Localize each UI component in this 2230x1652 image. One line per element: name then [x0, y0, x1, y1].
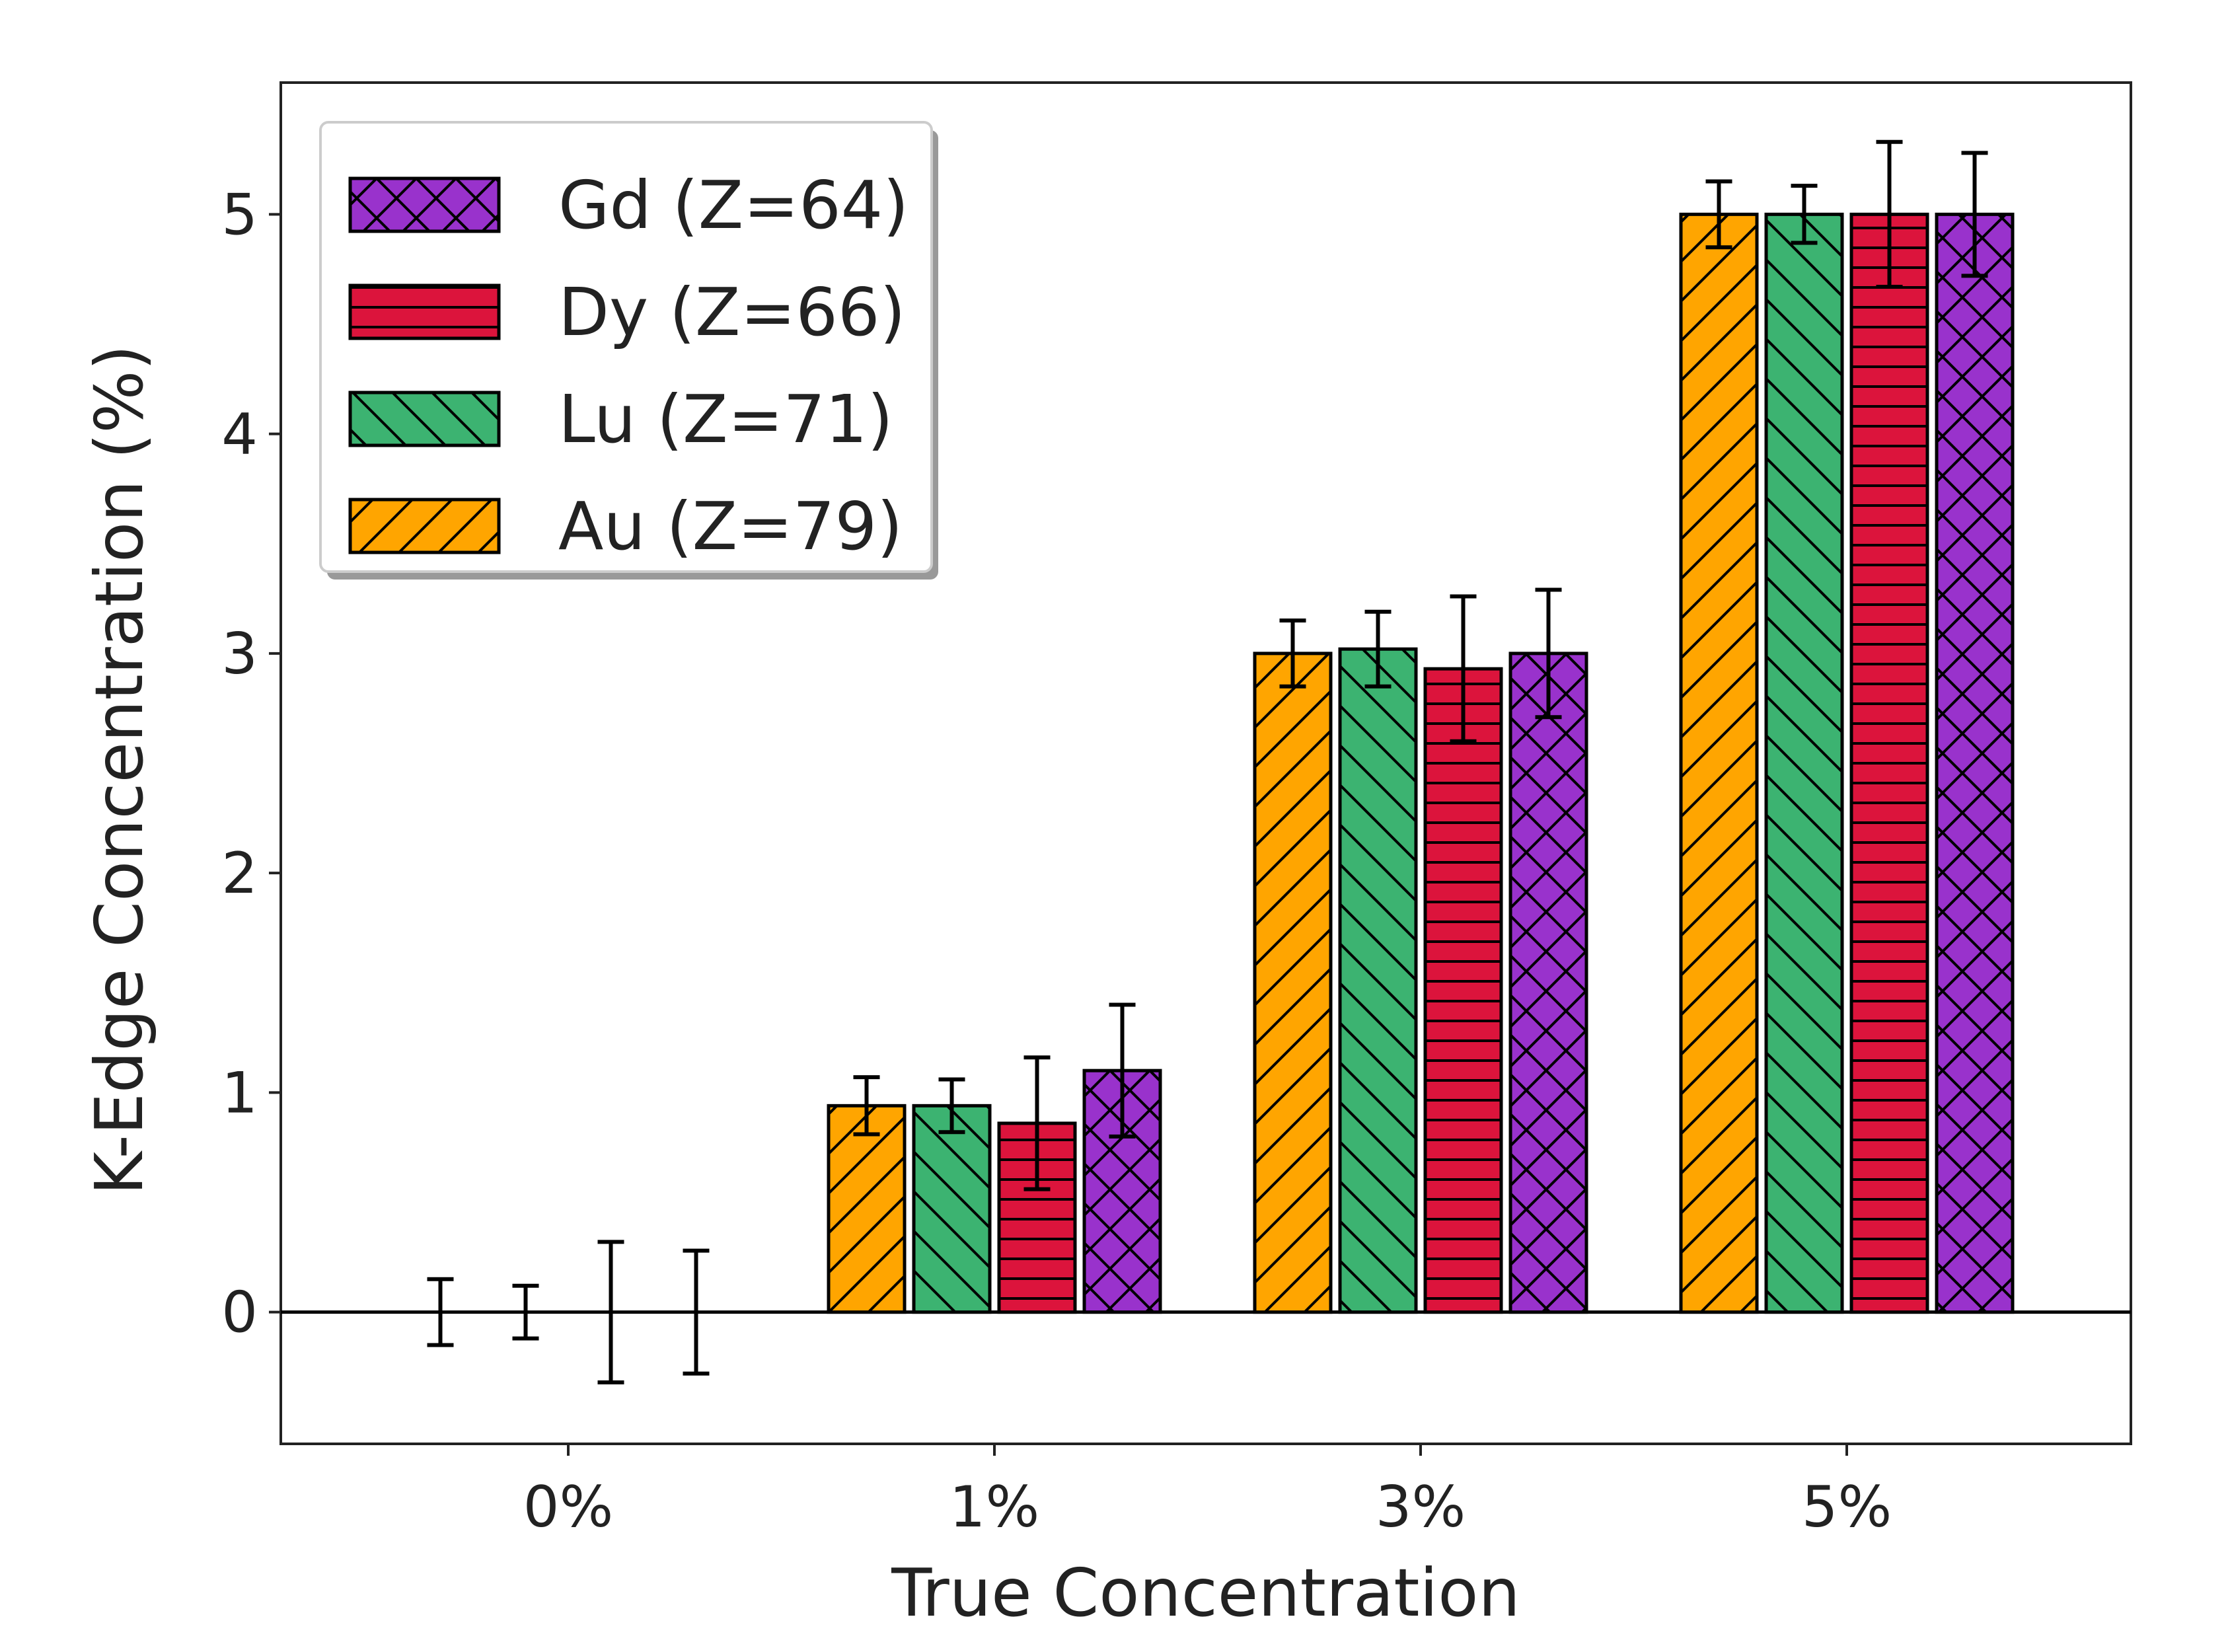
legend-box [319, 121, 933, 573]
bar-hatch [1508, 652, 1588, 1314]
y-tick-label: 5 [221, 182, 258, 248]
legend: Gd (Z=64) Dy (Z=66) Lu (Z=71) Au (Z=79) [319, 121, 938, 580]
bar-hatch [912, 1104, 992, 1314]
bar-hatch [1338, 647, 1418, 1314]
bar-hatch [1082, 1069, 1162, 1314]
bar-hatch [1253, 652, 1333, 1314]
y-tick-label: 3 [221, 621, 258, 687]
x-tick-label: 0% [523, 1474, 613, 1540]
x-tick-label: 5% [1802, 1474, 1892, 1540]
bar-hatch [1679, 212, 1759, 1314]
legend-label: Gd (Z=64) [558, 167, 909, 244]
error-bars-layer [427, 139, 1988, 1384]
y-axis: 0 1 2 3 4 5 [221, 182, 281, 1346]
legend-label: Dy (Z=66) [558, 274, 906, 351]
bar-hatch [827, 1104, 907, 1314]
bar-hatch [1423, 667, 1503, 1314]
bar-hatch [1764, 212, 1844, 1314]
y-tick-label: 2 [221, 841, 258, 907]
y-tick-label: 0 [221, 1280, 258, 1346]
y-tick-label: 1 [221, 1060, 258, 1126]
legend-label: Lu (Z=71) [558, 381, 893, 458]
legend-swatch-hatch [348, 176, 501, 233]
x-tick-label: 1% [949, 1474, 1039, 1540]
bar-hatch [1935, 212, 2015, 1314]
x-axis: 0% 1% 3% 5% [523, 1444, 1892, 1540]
x-axis-label: True Concentration [891, 1554, 1520, 1632]
y-tick-label: 4 [221, 402, 258, 468]
bars-layer [827, 212, 2015, 1314]
bar-hatch [1849, 212, 1929, 1314]
y-axis-label: K-Edge Concentration (%) [81, 345, 158, 1195]
legend-swatch-hatch [348, 498, 501, 554]
legend-swatch-hatch [348, 283, 501, 340]
x-tick-label: 3% [1376, 1474, 1466, 1540]
legend-swatch-hatch [348, 391, 501, 447]
legend-label: Au (Z=79) [558, 488, 903, 565]
